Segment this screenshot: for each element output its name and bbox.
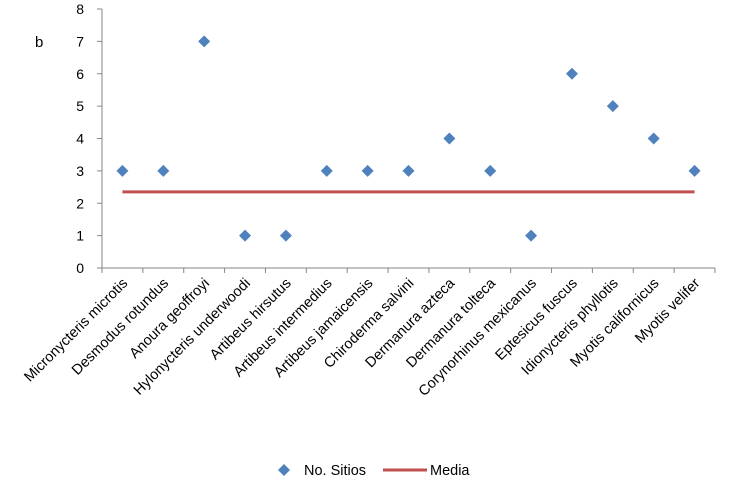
data-point-no-sitios — [484, 164, 497, 177]
data-point-no-sitios — [606, 100, 619, 113]
legend-marker-no-sitios — [278, 464, 290, 476]
data-point-no-sitios — [320, 164, 333, 177]
data-point-no-sitios — [443, 132, 456, 145]
data-point-no-sitios — [116, 164, 129, 177]
y-tick-label: 0 — [76, 260, 84, 276]
data-point-no-sitios — [157, 164, 170, 177]
legend-label-no-sitios: No. Sitios — [304, 463, 366, 479]
data-point-no-sitios — [565, 67, 578, 80]
y-tick-label: 6 — [76, 66, 84, 82]
panel-label: b — [35, 34, 43, 51]
y-tick-label: 4 — [76, 131, 84, 147]
chart-legend: No. Sitios Media — [278, 463, 470, 479]
data-point-no-sitios — [198, 35, 211, 48]
data-point-no-sitios — [279, 229, 292, 242]
y-tick-label: 8 — [76, 1, 84, 17]
legend-label-media: Media — [430, 463, 470, 479]
y-tick-label: 2 — [76, 195, 84, 211]
data-point-no-sitios — [402, 164, 415, 177]
data-point-no-sitios — [688, 164, 701, 177]
y-tick-label: 1 — [76, 228, 84, 244]
y-tick-label: 3 — [76, 163, 84, 179]
data-point-no-sitios — [361, 164, 374, 177]
data-point-no-sitios — [647, 132, 660, 145]
data-point-no-sitios — [239, 229, 252, 242]
data-point-no-sitios — [525, 229, 538, 242]
y-tick-label: 7 — [76, 33, 84, 49]
y-tick-label: 5 — [76, 98, 84, 114]
